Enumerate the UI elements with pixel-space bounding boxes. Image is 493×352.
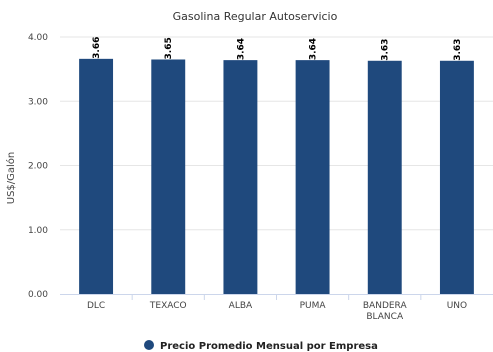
x-tick-label: PUMA xyxy=(300,301,327,311)
bar-value-label: 3.65 xyxy=(164,37,174,59)
bar-value-label: 3.64 xyxy=(236,38,246,60)
bar[interactable] xyxy=(223,60,258,294)
gridlines: 0.00 1.00 2.00 3.00 4.00 xyxy=(28,33,493,300)
chart-title: Gasolina Regular Autoservicio xyxy=(173,10,338,23)
bar-value-label: 3.64 xyxy=(309,38,319,60)
y-axis-title: US$/Galón xyxy=(5,152,17,205)
data-labels: 3.66 3.65 3.64 3.64 3.63 3.63 xyxy=(92,37,463,61)
bars xyxy=(79,58,474,295)
legend-marker-icon xyxy=(144,340,154,350)
bar[interactable] xyxy=(367,60,402,295)
legend[interactable]: Precio Promedio Mensual por Empresa xyxy=(144,340,378,352)
y-tick-label: 2.00 xyxy=(28,162,48,172)
y-tick-label: 3.00 xyxy=(28,97,48,107)
x-tick-label: TEXACO xyxy=(149,301,187,311)
bar[interactable] xyxy=(295,60,330,294)
bar-value-label: 3.66 xyxy=(92,37,102,59)
bar[interactable] xyxy=(439,60,474,295)
bar[interactable] xyxy=(79,58,114,294)
bar-value-label: 3.63 xyxy=(381,39,391,61)
x-axis: DLC TEXACO ALBA PUMA BANDERA BLANCA UNO xyxy=(60,294,493,322)
y-tick-label: 1.00 xyxy=(28,226,48,236)
y-tick-label: 0.00 xyxy=(28,290,48,300)
bar-value-label: 3.63 xyxy=(453,39,463,61)
x-tick-label: ALBA xyxy=(229,301,253,311)
legend-label: Precio Promedio Mensual por Empresa xyxy=(160,341,378,352)
x-tick-label: UNO xyxy=(447,301,467,311)
y-tick-label: 4.00 xyxy=(28,33,48,43)
x-tick-label: BANDERA BLANCA xyxy=(363,301,408,322)
x-tick-label: DLC xyxy=(87,301,105,311)
bar[interactable] xyxy=(151,59,186,294)
